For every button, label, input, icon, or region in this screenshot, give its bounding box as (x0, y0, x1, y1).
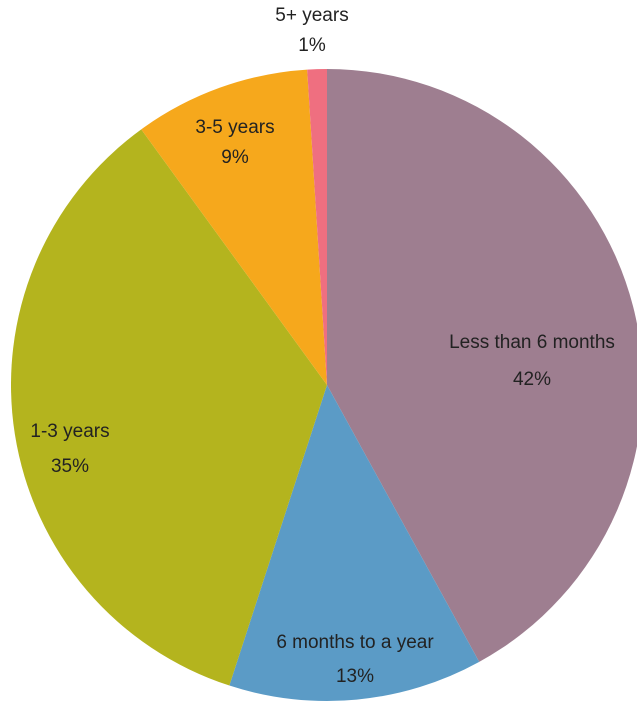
slice-label: Less than 6 months (449, 332, 615, 353)
slice-label: 1-3 years (30, 421, 109, 442)
slice-value-label: 1% (298, 35, 326, 56)
slice-label: 3-5 years (195, 117, 274, 138)
pie-slice (307, 69, 327, 385)
pie-slice (229, 385, 480, 701)
pie-slice (141, 69, 327, 386)
pie-slice (11, 129, 327, 686)
slice-value-label: 42% (513, 369, 551, 390)
slice-value-label: 9% (221, 147, 249, 168)
slice-value-label: 13% (336, 666, 374, 687)
slice-label: 6 months to a year (276, 632, 434, 653)
pie-slice (327, 69, 637, 662)
slice-label: 5+ years (275, 5, 348, 26)
slice-value-label: 35% (51, 456, 89, 477)
